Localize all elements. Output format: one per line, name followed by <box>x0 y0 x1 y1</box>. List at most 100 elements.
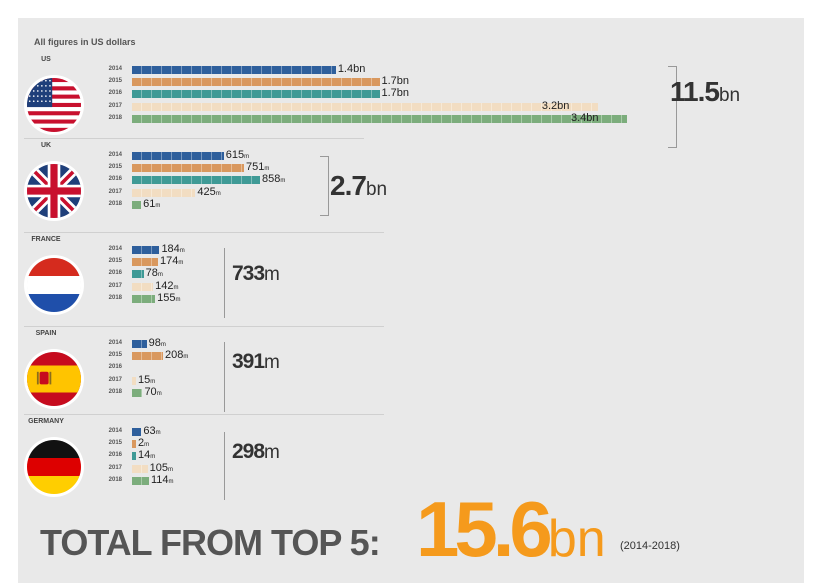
value-unit: m <box>244 154 250 160</box>
total-unit: bn <box>718 85 741 106</box>
value-unit: m <box>157 272 163 279</box>
year-label: 2016 <box>108 176 122 183</box>
value-unit: m <box>160 342 166 348</box>
total-number: 11.5 <box>670 76 720 107</box>
currency-note: All figures in US dollars <box>34 37 136 47</box>
us-flag-icon <box>27 78 81 132</box>
country-total-france: 733m <box>232 262 280 286</box>
france-flag-icon <box>27 258 81 312</box>
value-unit: m <box>264 166 270 173</box>
bar-uk-2015 <box>132 164 245 173</box>
bar-germany-2018 <box>132 476 149 485</box>
value-number: 425 <box>197 185 216 198</box>
value-label-uk-2014: 615m <box>226 150 249 162</box>
grand-total-period: (2014-2018) <box>620 540 680 552</box>
bar-france-2018 <box>132 294 156 303</box>
year-label: 2014 <box>108 152 122 158</box>
year-label: 2016 <box>108 364 122 371</box>
year-label: 2017 <box>108 376 122 383</box>
year-label: 2017 <box>108 188 122 195</box>
value-number: 3.4bn <box>571 111 599 124</box>
value-number: 142 <box>155 279 174 292</box>
value-label-uk-2017: 425m <box>197 185 220 199</box>
grand-total-label: TOTAL FROM TOP 5: <box>40 522 381 563</box>
group-bracket <box>224 432 226 500</box>
country-name-spain: SPAIN <box>35 330 57 337</box>
value-label-uk-2015: 751m <box>246 162 269 174</box>
value-unit: m <box>155 430 161 436</box>
value-label-germany-2014: 63m <box>143 426 160 438</box>
value-number: 114 <box>151 473 169 486</box>
country-total-uk: 2.7bn <box>330 170 387 202</box>
value-label-uk-2016: 858m <box>262 174 285 186</box>
value-number: 78 <box>145 267 158 280</box>
year-label: 2018 <box>108 200 122 207</box>
country-name-uk: UK <box>40 142 52 149</box>
year-label: 2015 <box>108 352 122 359</box>
year-label: 2016 <box>108 452 122 459</box>
country-name-germany: GERMANY <box>28 418 64 425</box>
value-unit: m <box>156 390 162 397</box>
year-label: 2015 <box>108 164 122 171</box>
group-bracket <box>224 342 226 412</box>
value-unit: m <box>173 284 179 291</box>
total-unit: m <box>264 442 280 463</box>
value-label-france-2014: 184m <box>161 244 184 256</box>
bar-france-2016 <box>132 270 144 279</box>
total-number: 391 <box>232 350 265 373</box>
bar-us-2017 <box>132 102 598 111</box>
value-label-uk-2018: 61m <box>143 197 160 211</box>
year-label: 2018 <box>108 388 122 395</box>
group-divider <box>24 232 384 233</box>
year-label: 2014 <box>108 340 122 346</box>
year-label: 2014 <box>108 246 122 252</box>
bar-us-2014 <box>132 66 336 74</box>
value-label-france-2017: 142m <box>155 279 179 293</box>
bar-france-2014 <box>132 246 160 254</box>
bar-france-2017 <box>132 282 154 291</box>
value-label-germany-2016: 14m <box>138 450 155 462</box>
year-label: 2018 <box>108 114 122 121</box>
value-number: 1.7bn <box>381 75 410 88</box>
bar-germany-2015 <box>132 440 136 449</box>
bar-spain-2017 <box>132 376 136 385</box>
value-number: 105 <box>149 461 169 474</box>
group-bracket <box>320 156 329 216</box>
bar-spain-2018 <box>132 388 143 397</box>
year-label: 2017 <box>108 282 122 289</box>
value-unit: m <box>144 442 150 449</box>
year-label: 2014 <box>108 428 122 434</box>
value-number: 3.2bn <box>541 99 570 112</box>
total-unit: bn <box>365 179 388 200</box>
total-number: 2.7 <box>330 170 367 201</box>
year-label: 2018 <box>108 476 122 483</box>
group-bracket <box>668 66 677 148</box>
value-number: 1.4bn <box>337 63 366 75</box>
bar-uk-2014 <box>132 152 224 160</box>
value-number: 858 <box>262 173 281 186</box>
value-label-france-2018: 155m <box>157 291 180 305</box>
value-number: 1.7bn <box>381 87 410 100</box>
bar-germany-2017 <box>132 464 148 473</box>
value-label-spain-2018: 70m <box>144 386 162 399</box>
year-label: 2015 <box>108 258 122 265</box>
grand-total-value: 15.6bn <box>416 490 606 578</box>
group-divider <box>24 414 384 415</box>
value-number: 615 <box>225 149 245 161</box>
value-number: 751 <box>246 161 265 174</box>
bar-uk-2016 <box>132 176 260 185</box>
value-number: 155 <box>157 291 176 304</box>
value-unit: m <box>178 260 184 267</box>
bar-uk-2017 <box>132 188 196 197</box>
grand-total-number: 15.6 <box>416 485 553 573</box>
total-number: 733 <box>232 262 265 285</box>
value-label-france-2016: 78m <box>146 268 163 280</box>
value-number: 61 <box>143 197 156 210</box>
country-total-spain: 391m <box>232 350 280 374</box>
bar-france-2015 <box>132 258 158 267</box>
bar-uk-2018 <box>132 200 142 209</box>
year-label: 2016 <box>108 90 122 97</box>
value-label-us-2016: 1.7bn <box>381 87 410 100</box>
bar-germany-2016 <box>132 452 136 461</box>
bar-germany-2014 <box>132 428 142 436</box>
